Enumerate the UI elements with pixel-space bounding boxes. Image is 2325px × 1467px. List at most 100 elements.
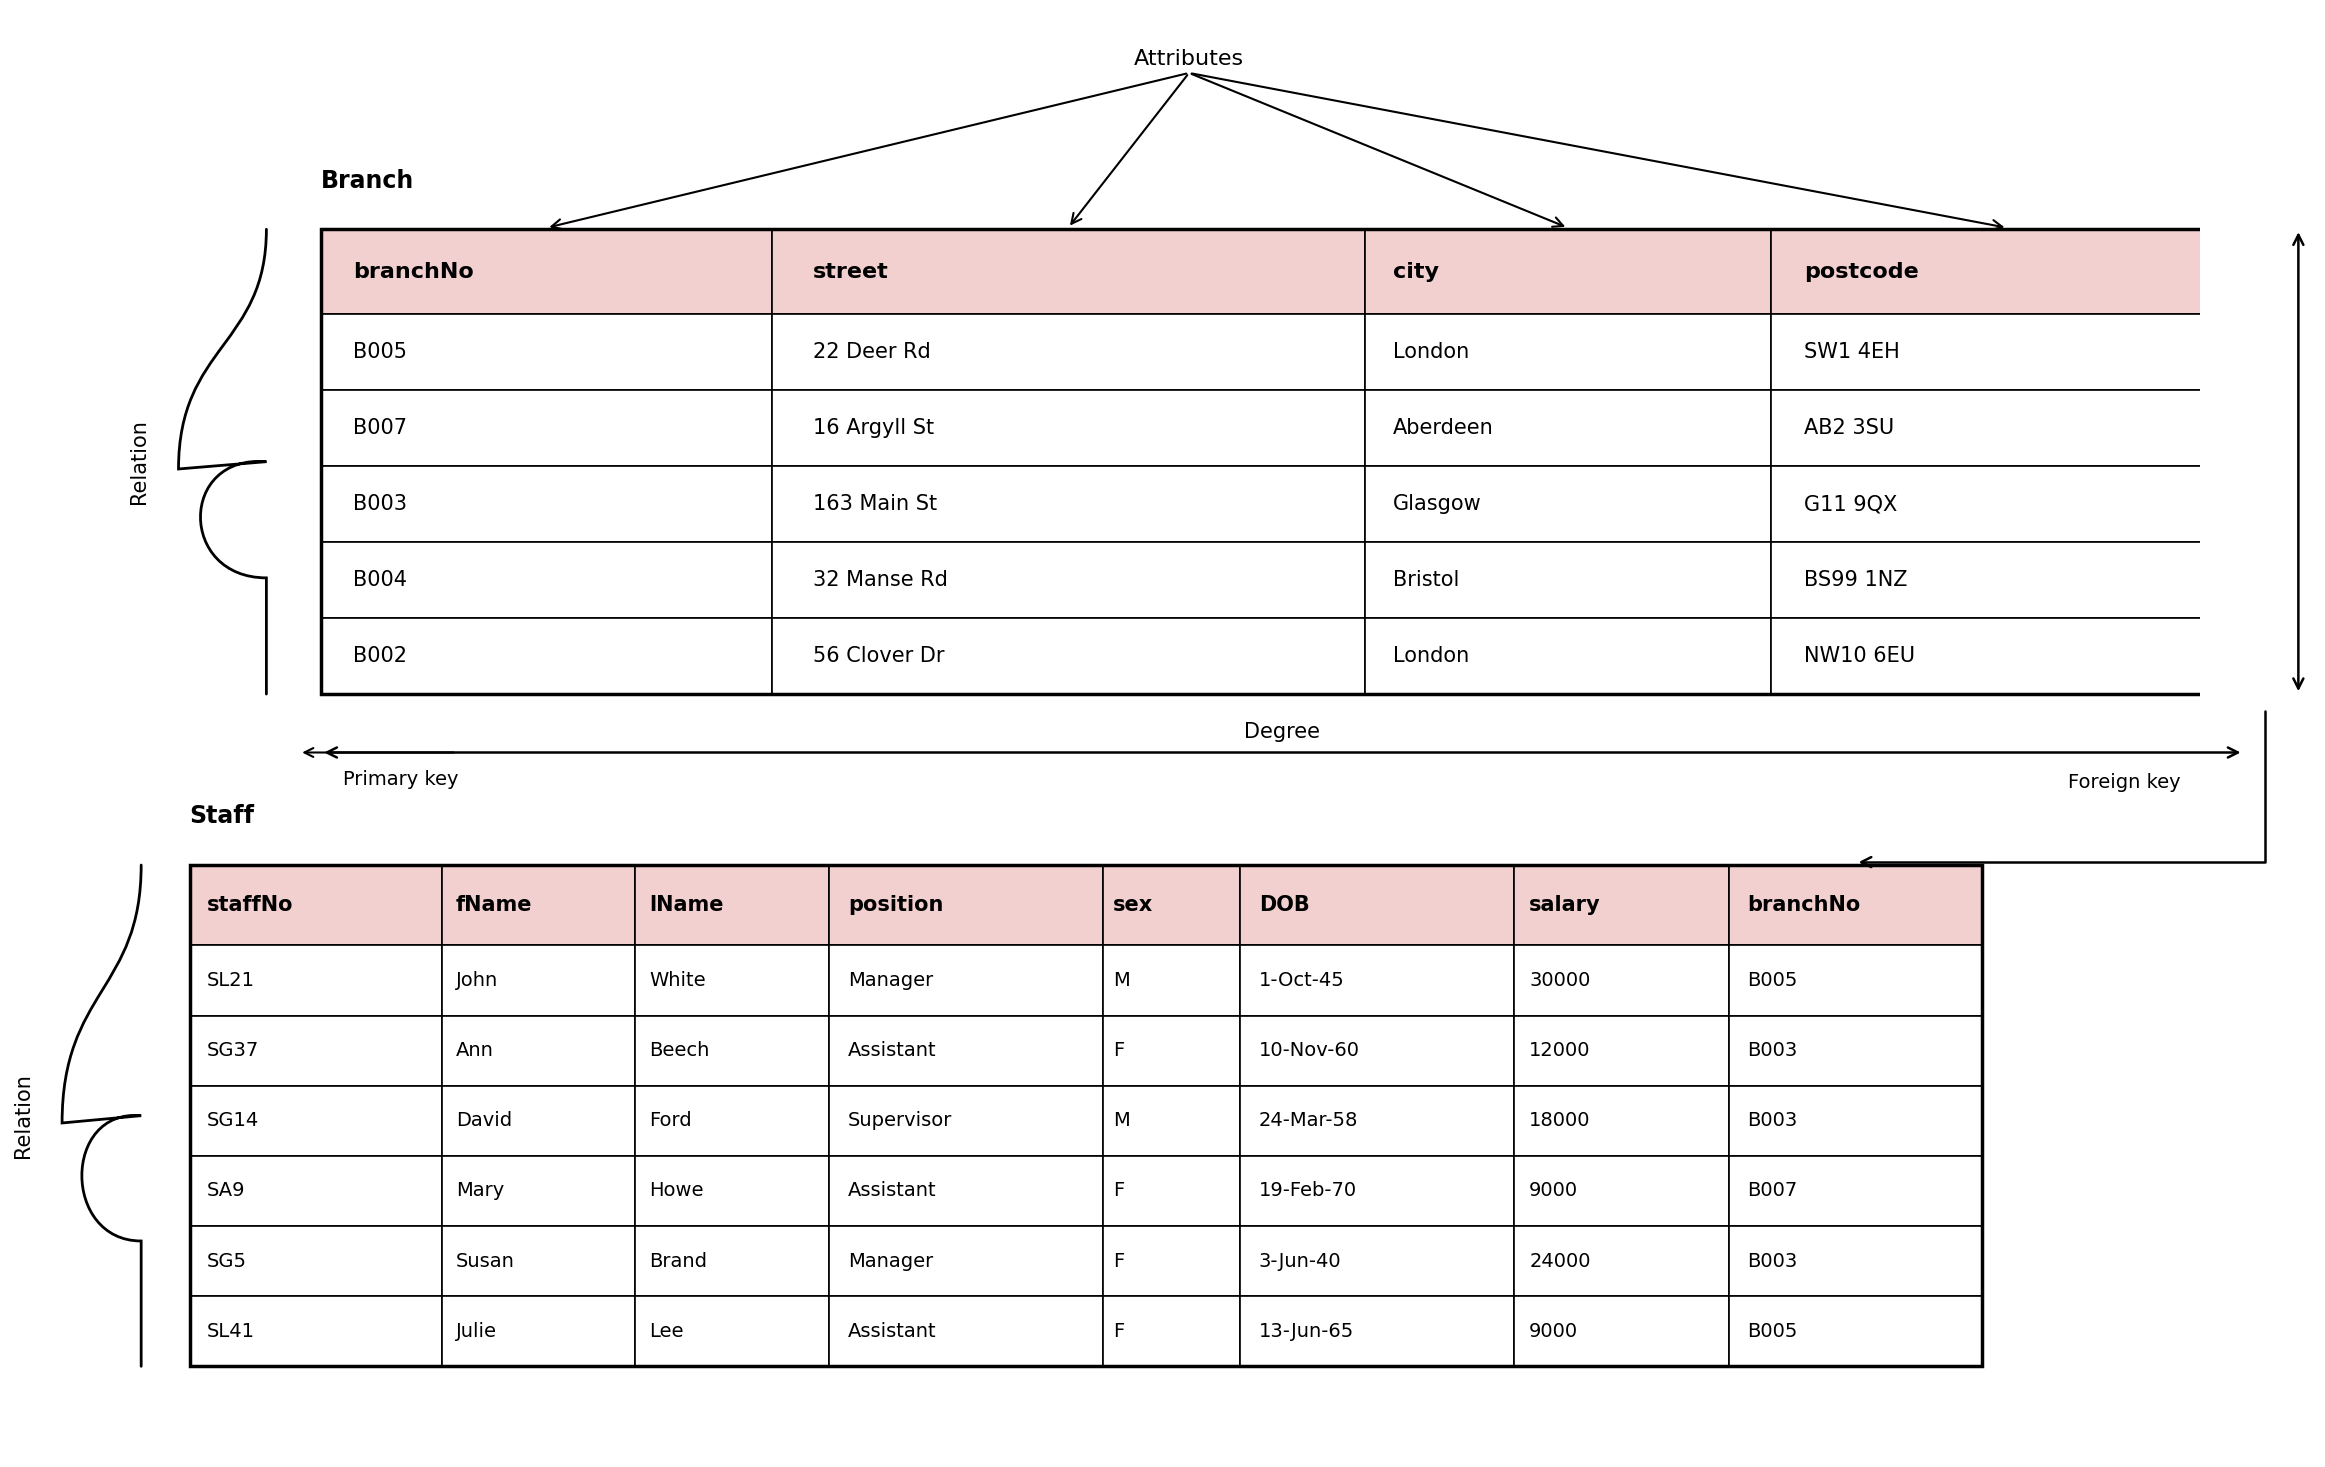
Bar xyxy=(772,390,1365,467)
Text: Assistant: Assistant xyxy=(849,1181,937,1200)
Bar xyxy=(191,1156,442,1226)
Text: DOB: DOB xyxy=(1258,895,1309,915)
Bar xyxy=(635,1297,828,1366)
Text: 9000: 9000 xyxy=(1530,1181,1579,1200)
Bar xyxy=(1365,314,1772,390)
Text: B007: B007 xyxy=(1746,1181,1797,1200)
Bar xyxy=(191,866,1981,1366)
Bar xyxy=(1239,945,1514,1015)
Bar xyxy=(321,390,772,467)
Text: SG14: SG14 xyxy=(207,1112,260,1130)
Text: 18000: 18000 xyxy=(1530,1112,1590,1130)
Text: B003: B003 xyxy=(1746,1251,1797,1270)
Text: 30000: 30000 xyxy=(1530,971,1590,990)
Bar xyxy=(1772,467,2244,541)
Text: Howe: Howe xyxy=(649,1181,704,1200)
Text: 9000: 9000 xyxy=(1530,1322,1579,1341)
Text: B005: B005 xyxy=(1746,971,1797,990)
Text: 22 Deer Rd: 22 Deer Rd xyxy=(814,342,930,362)
Bar xyxy=(1514,1297,1730,1366)
Bar xyxy=(635,945,828,1015)
Text: B002: B002 xyxy=(353,645,407,666)
Text: 12000: 12000 xyxy=(1530,1042,1590,1061)
Bar xyxy=(772,618,1365,694)
Text: fName: fName xyxy=(456,895,532,915)
Text: 56 Clover Dr: 56 Clover Dr xyxy=(814,645,944,666)
Text: salary: salary xyxy=(1530,895,1602,915)
Text: Glasgow: Glasgow xyxy=(1393,494,1481,513)
Text: Mary: Mary xyxy=(456,1181,505,1200)
Bar xyxy=(321,229,2244,694)
Text: Julie: Julie xyxy=(456,1322,498,1341)
Bar xyxy=(1730,1297,1981,1366)
Text: SL41: SL41 xyxy=(207,1322,256,1341)
Text: Staff: Staff xyxy=(191,804,253,829)
Bar xyxy=(442,1297,635,1366)
Text: Relation: Relation xyxy=(128,420,149,505)
Bar xyxy=(772,314,1365,390)
Bar xyxy=(1730,945,1981,1015)
Text: B005: B005 xyxy=(1746,1322,1797,1341)
Text: SL21: SL21 xyxy=(207,971,256,990)
Text: Ford: Ford xyxy=(649,1112,691,1130)
Text: F: F xyxy=(1114,1251,1123,1270)
Bar xyxy=(1239,1015,1514,1086)
Text: Manager: Manager xyxy=(849,1251,932,1270)
Bar xyxy=(635,1015,828,1086)
Bar xyxy=(828,1156,1104,1226)
Bar xyxy=(772,229,1365,314)
Bar xyxy=(1730,1156,1981,1226)
Text: M: M xyxy=(1114,971,1130,990)
Bar xyxy=(828,1226,1104,1297)
Bar xyxy=(1772,618,2244,694)
Text: Beech: Beech xyxy=(649,1042,709,1061)
Bar xyxy=(1772,314,2244,390)
Bar xyxy=(321,618,772,694)
Bar xyxy=(191,1297,442,1366)
Text: John: John xyxy=(456,971,498,990)
Bar xyxy=(828,1086,1104,1156)
Bar xyxy=(1365,467,1772,541)
Text: G11 9QX: G11 9QX xyxy=(1804,494,1897,513)
Text: Foreign key: Foreign key xyxy=(2067,773,2181,792)
Bar xyxy=(442,1226,635,1297)
Bar xyxy=(1772,229,2244,314)
Bar xyxy=(828,1015,1104,1086)
Bar xyxy=(1239,866,1514,945)
Bar xyxy=(442,1015,635,1086)
Bar xyxy=(1104,1156,1239,1226)
Bar xyxy=(828,945,1104,1015)
Text: Primary key: Primary key xyxy=(344,770,458,789)
Bar xyxy=(1239,1156,1514,1226)
Text: B007: B007 xyxy=(353,418,407,439)
Text: sex: sex xyxy=(1114,895,1153,915)
Text: Attributes: Attributes xyxy=(1135,48,1244,69)
Bar xyxy=(1365,229,1772,314)
Text: branchNo: branchNo xyxy=(1746,895,1860,915)
Bar xyxy=(635,1156,828,1226)
Bar xyxy=(1104,866,1239,945)
Bar xyxy=(442,945,635,1015)
Text: Supervisor: Supervisor xyxy=(849,1112,953,1130)
Bar xyxy=(828,1297,1104,1366)
Bar xyxy=(321,314,772,390)
Text: lName: lName xyxy=(649,895,723,915)
Text: street: street xyxy=(814,261,888,282)
Text: position: position xyxy=(849,895,944,915)
Bar xyxy=(442,1086,635,1156)
Bar xyxy=(1239,1226,1514,1297)
Bar xyxy=(635,866,828,945)
Text: F: F xyxy=(1114,1181,1123,1200)
Bar xyxy=(1365,390,1772,467)
Text: B003: B003 xyxy=(1746,1042,1797,1061)
Bar xyxy=(1104,1297,1239,1366)
Text: Assistant: Assistant xyxy=(849,1042,937,1061)
Text: B003: B003 xyxy=(1746,1112,1797,1130)
Text: AB2 3SU: AB2 3SU xyxy=(1804,418,1895,439)
Text: 24000: 24000 xyxy=(1530,1251,1590,1270)
Text: staffNo: staffNo xyxy=(207,895,293,915)
Text: NW10 6EU: NW10 6EU xyxy=(1804,645,1916,666)
Bar xyxy=(191,1015,442,1086)
Text: Lee: Lee xyxy=(649,1322,684,1341)
Text: Degree: Degree xyxy=(1244,722,1321,742)
